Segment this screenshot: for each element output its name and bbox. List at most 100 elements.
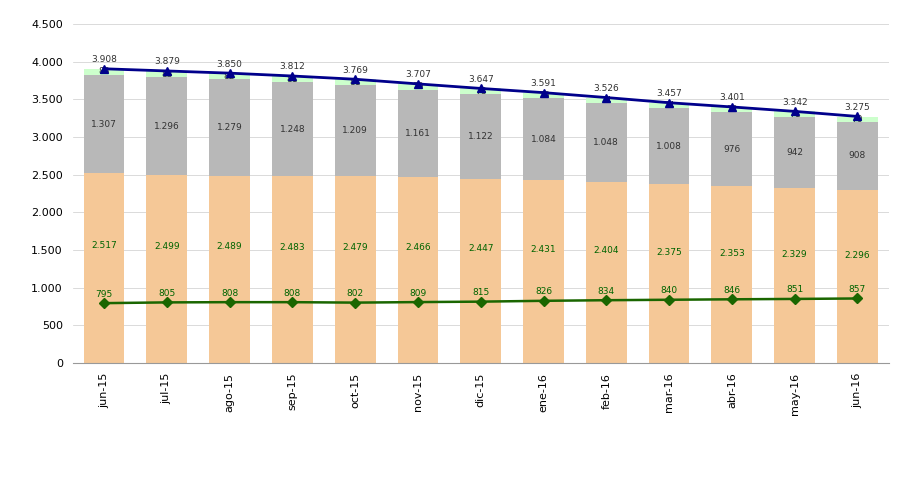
Text: 2.431: 2.431	[531, 245, 556, 254]
Text: 808: 808	[221, 288, 239, 298]
Text: 2.479: 2.479	[342, 243, 368, 252]
Bar	[146, 175, 187, 363]
Text: 857: 857	[849, 285, 866, 294]
Text: 1.296: 1.296	[154, 121, 180, 131]
Bar	[649, 184, 689, 363]
Bar	[711, 186, 752, 363]
Text: 3.707: 3.707	[405, 70, 431, 79]
Text: 2.296: 2.296	[844, 251, 871, 260]
Text: 795: 795	[95, 289, 112, 299]
Bar	[335, 176, 375, 363]
Bar	[649, 103, 689, 108]
Text: 809: 809	[409, 288, 426, 298]
Text: 85: 85	[98, 67, 110, 76]
Text: 2.353: 2.353	[719, 249, 745, 257]
Text: 70: 70	[852, 115, 863, 123]
Text: 3.342: 3.342	[782, 98, 807, 107]
Bar	[586, 98, 627, 103]
Text: 808: 808	[284, 288, 301, 298]
Bar	[272, 82, 313, 176]
Bar	[586, 182, 627, 363]
Text: 2.489: 2.489	[217, 242, 242, 251]
Text: 78: 78	[475, 87, 486, 96]
Bar	[210, 73, 250, 79]
Text: 3.401: 3.401	[719, 93, 745, 103]
Bar	[210, 79, 250, 176]
Bar	[461, 89, 502, 94]
Bar	[146, 77, 187, 175]
Text: 942: 942	[786, 148, 804, 157]
Bar	[335, 85, 375, 176]
Bar	[837, 190, 878, 363]
Bar	[335, 79, 375, 85]
Text: 1.084: 1.084	[531, 135, 556, 144]
Bar	[775, 111, 815, 117]
Text: 2.375: 2.375	[656, 248, 682, 257]
Legend: Desagregados Compartidos, Compartidos sin STB, Totalmente Desagregados, Total Bu: Desagregados Compartidos, Compartidos si…	[78, 482, 593, 484]
Text: 3.908: 3.908	[91, 55, 117, 64]
Bar	[523, 180, 564, 363]
Text: 72: 72	[727, 105, 737, 114]
Bar	[83, 75, 124, 173]
Text: 3.591: 3.591	[531, 79, 556, 88]
Text: 1.161: 1.161	[405, 129, 431, 138]
Text: 2.517: 2.517	[91, 241, 117, 250]
Text: 3.647: 3.647	[468, 75, 493, 84]
Text: 2.329: 2.329	[782, 250, 807, 259]
Text: 2.404: 2.404	[593, 246, 619, 255]
Bar	[649, 108, 689, 184]
Text: 826: 826	[535, 287, 552, 296]
Bar	[397, 84, 438, 90]
Text: 79: 79	[412, 82, 424, 91]
Bar	[461, 94, 502, 179]
Bar	[83, 173, 124, 363]
Text: 846: 846	[723, 286, 740, 295]
Text: 82: 82	[224, 72, 235, 81]
Bar	[837, 122, 878, 190]
Text: 976: 976	[723, 145, 740, 153]
Text: 805: 805	[158, 289, 175, 298]
Bar	[586, 103, 627, 182]
Text: 81: 81	[287, 75, 298, 84]
Bar	[837, 117, 878, 122]
Bar	[83, 69, 124, 75]
Text: 3.457: 3.457	[656, 89, 682, 98]
Text: 3.850: 3.850	[217, 60, 242, 69]
Text: 74: 74	[663, 101, 675, 110]
Text: 851: 851	[786, 286, 804, 294]
Text: 1.008: 1.008	[656, 142, 682, 151]
Text: 908: 908	[849, 151, 866, 161]
Text: 2.447: 2.447	[468, 244, 493, 253]
Text: 840: 840	[660, 286, 678, 295]
Text: 1.209: 1.209	[342, 126, 368, 136]
Text: 74: 74	[600, 96, 612, 105]
Text: 3.275: 3.275	[844, 103, 871, 112]
Bar	[210, 176, 250, 363]
Bar	[523, 92, 564, 98]
Text: 76: 76	[538, 91, 550, 100]
Text: 802: 802	[346, 289, 364, 298]
Text: 2.483: 2.483	[279, 242, 305, 252]
Bar	[397, 177, 438, 363]
Text: 2.466: 2.466	[405, 243, 431, 252]
Bar	[272, 76, 313, 82]
Text: 1.122: 1.122	[468, 132, 493, 141]
Bar	[272, 176, 313, 363]
Text: 71: 71	[789, 109, 800, 119]
Text: 1.279: 1.279	[217, 123, 242, 132]
Text: 3.879: 3.879	[154, 58, 180, 66]
Bar	[146, 71, 187, 77]
Text: 3.526: 3.526	[593, 84, 619, 93]
Text: 81: 81	[349, 78, 361, 87]
Text: 83: 83	[161, 70, 172, 79]
Text: 2.499: 2.499	[154, 242, 180, 251]
Bar	[711, 107, 752, 112]
Bar	[775, 188, 815, 363]
Text: 815: 815	[472, 288, 490, 297]
Bar	[523, 98, 564, 180]
Bar	[711, 112, 752, 186]
Text: 1.307: 1.307	[91, 120, 117, 129]
Text: 1.048: 1.048	[593, 138, 619, 147]
Text: 3.769: 3.769	[342, 66, 368, 75]
Text: 1.248: 1.248	[279, 124, 305, 134]
